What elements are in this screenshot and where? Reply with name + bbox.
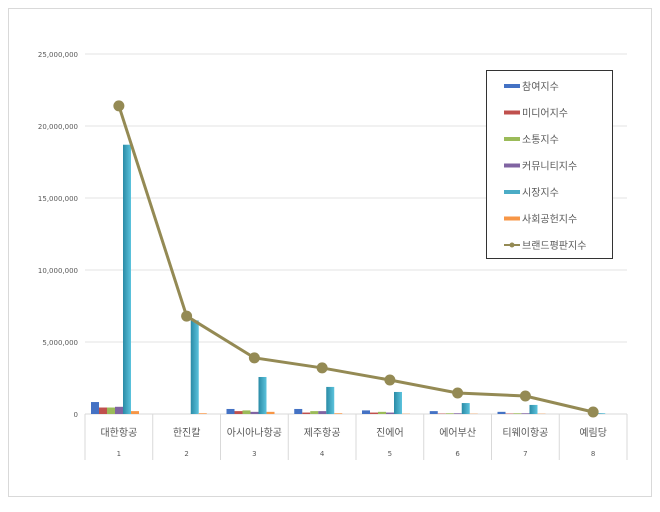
line-point: [452, 387, 463, 398]
x-category-number: 5: [388, 450, 392, 458]
legend-swatch: [504, 190, 520, 194]
line-point: [317, 362, 328, 373]
bar-시장지수: [123, 145, 131, 414]
line-point: [520, 391, 531, 402]
bar-커뮤니티지수: [318, 411, 326, 414]
bar-참여지수: [498, 412, 506, 414]
bar-소통지수: [107, 408, 115, 414]
x-category-number: 4: [320, 450, 325, 458]
legend-swatch: [504, 164, 520, 168]
x-tick-label: 한진칼: [173, 426, 201, 439]
x-tick-label: 대한항공: [100, 427, 137, 439]
legend-swatch: [504, 84, 520, 88]
legend-swatch-marker: [510, 243, 515, 248]
bar-미디어지수: [235, 411, 243, 414]
bar-사회공헌지수: [334, 413, 342, 414]
line-point: [181, 311, 192, 322]
legend-label: 참여지수: [522, 81, 559, 93]
y-tick-label: 10,000,000: [38, 267, 78, 275]
y-tick-label: 15,000,000: [38, 195, 78, 203]
legend-label: 시장지수: [522, 187, 559, 199]
bar-커뮤니티지수: [386, 413, 394, 414]
bar-시장지수: [259, 377, 267, 414]
legend-label: 사회공헌지수: [522, 214, 577, 226]
line-point: [588, 406, 599, 417]
bar-커뮤니티지수: [454, 413, 462, 414]
y-tick-label: 25,000,000: [38, 51, 78, 59]
bar-시장지수: [530, 405, 538, 414]
legend-swatch: [504, 111, 520, 115]
bar-시장지수: [462, 403, 470, 414]
legend-label: 소통지수: [522, 134, 559, 146]
bar-사회공헌지수: [199, 413, 207, 414]
x-tick-label: 예림당: [579, 427, 607, 439]
y-tick-label: 20,000,000: [38, 123, 78, 131]
bar-소통지수: [378, 412, 386, 414]
x-category-number: 6: [455, 450, 460, 458]
bar-참여지수: [227, 409, 235, 414]
bar-사회공헌지수: [131, 411, 139, 414]
x-tick-label: 제주항공: [304, 427, 341, 439]
bar-소통지수: [446, 413, 454, 414]
bar-미디어지수: [99, 408, 107, 414]
x-tick-label: 티웨이항공: [502, 427, 548, 439]
x-category-number: 1: [117, 450, 121, 458]
bar-참여지수: [91, 402, 99, 414]
bar-미디어지수: [370, 413, 378, 414]
bar-소통지수: [514, 413, 522, 414]
bar-참여지수: [430, 411, 438, 414]
x-tick-label: 진에어: [376, 427, 404, 439]
x-category-number: 7: [523, 450, 527, 458]
bar-시장지수: [326, 387, 334, 414]
bar-소통지수: [310, 411, 318, 414]
x-category-number: 2: [184, 450, 188, 458]
bar-시장지수: [394, 392, 402, 414]
legend-label: 브랜드평판지수: [522, 240, 586, 252]
bar-참여지수: [294, 409, 302, 414]
bar-커뮤니티지수: [251, 412, 259, 414]
line-point: [113, 100, 124, 111]
y-tick-label: 5,000,000: [42, 339, 78, 347]
bar-미디어지수: [302, 413, 310, 414]
x-category-number: 8: [591, 450, 595, 458]
bar-시장지수: [597, 413, 605, 414]
bar-커뮤니티지수: [115, 407, 123, 414]
bar-참여지수: [362, 410, 370, 414]
line-point: [249, 352, 260, 363]
y-tick-label: 0: [74, 411, 78, 419]
bar-커뮤니티지수: [522, 413, 530, 414]
legend-label: 커뮤니티지수: [522, 161, 577, 173]
legend-swatch: [504, 137, 520, 141]
x-tick-label: 아시아나항공: [227, 427, 282, 439]
x-category-number: 3: [252, 450, 256, 458]
bar-사회공헌지수: [267, 412, 275, 414]
legend-label: 미디어지수: [522, 108, 568, 120]
legend-swatch: [504, 217, 520, 221]
bar-소통지수: [243, 410, 251, 414]
bar-시장지수: [191, 320, 199, 414]
line-point: [384, 375, 395, 386]
x-tick-label: 에어부산: [439, 427, 476, 439]
